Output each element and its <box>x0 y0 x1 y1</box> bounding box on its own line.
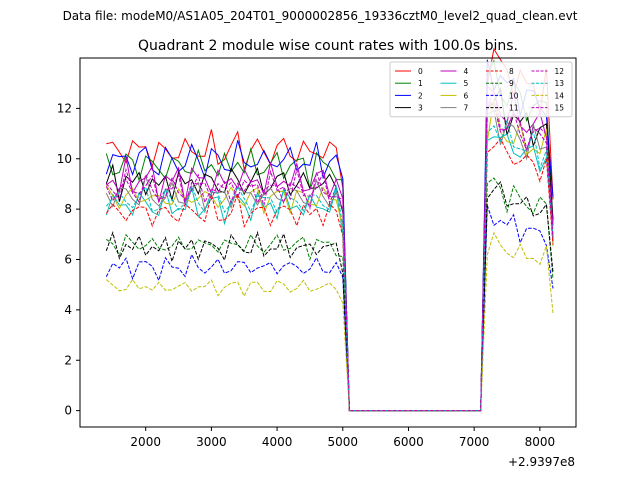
y-tick-label: 0 <box>64 404 72 418</box>
chart-title: Quadrant 2 module wise count rates with … <box>138 38 518 54</box>
legend-label-3: 3 <box>418 104 423 113</box>
legend-label-11: 11 <box>509 104 519 113</box>
y-tick-label: 10 <box>57 152 72 166</box>
series-line-10 <box>105 205 554 412</box>
series-line-15 <box>105 100 554 412</box>
x-tick-label: 8000 <box>525 435 556 449</box>
series-line-14 <box>105 231 554 412</box>
y-tick-label: 12 <box>57 101 72 115</box>
x-tick-label: 7000 <box>459 435 490 449</box>
legend-label-7: 7 <box>464 104 469 113</box>
x-tick-label: 5000 <box>328 435 359 449</box>
axes-frame <box>79 57 577 428</box>
legend-label-8: 8 <box>509 67 514 76</box>
legend-label-10: 10 <box>509 91 519 100</box>
figure-suptitle: Data file: modeM0/AS1A05_204T01_90000028… <box>63 9 578 23</box>
legend-label-6: 6 <box>464 91 469 100</box>
legend-label-15: 15 <box>555 104 565 113</box>
legend-label-9: 9 <box>509 79 514 88</box>
legend-label-0: 0 <box>418 67 423 76</box>
legend-box <box>389 61 573 118</box>
y-tick-label: 8 <box>64 202 72 216</box>
legend-label-4: 4 <box>464 67 469 76</box>
legend-label-14: 14 <box>555 91 565 100</box>
legend-label-13: 13 <box>555 79 565 88</box>
x-tick-label: 4000 <box>262 435 293 449</box>
y-tick-label: 4 <box>64 303 72 317</box>
x-tick-label: 6000 <box>393 435 424 449</box>
legend-label-5: 5 <box>464 79 469 88</box>
legend-label-12: 12 <box>555 67 565 76</box>
legend-label-1: 1 <box>418 79 423 88</box>
y-axis: 0 2 4 6 8 10 12 <box>57 101 80 418</box>
x-offset-text: +2.9397e8 <box>508 455 575 469</box>
legend-label-2: 2 <box>418 91 423 100</box>
x-tick-label: 2000 <box>130 435 161 449</box>
x-axis: 2000 3000 4000 5000 6000 7000 8000 <box>130 427 555 449</box>
series-lines <box>105 47 554 412</box>
y-tick-label: 2 <box>64 353 72 367</box>
x-tick-label: 3000 <box>196 435 227 449</box>
y-tick-label: 6 <box>64 253 72 267</box>
